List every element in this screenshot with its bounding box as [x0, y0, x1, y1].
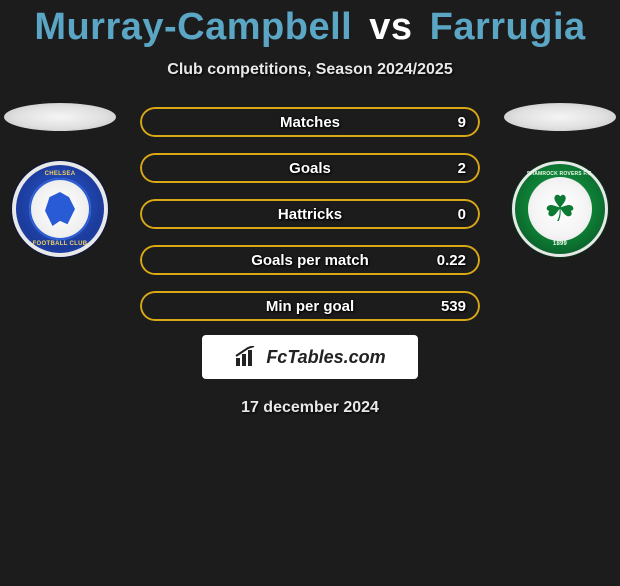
brand-text: FcTables.com [266, 347, 385, 368]
stat-value: 0.22 [437, 245, 466, 275]
stat-row: Hattricks0 [140, 199, 480, 229]
stat-value: 539 [441, 291, 466, 321]
player2-name: Farrugia [430, 6, 586, 48]
subtitle: Club competitions, Season 2024/2025 [0, 61, 620, 79]
club-text-bottom: 1899 [553, 241, 567, 247]
stat-value: 0 [458, 199, 466, 229]
player-right: SHAMROCK ROVERS F.C. 1899 [500, 107, 620, 257]
stat-row: Matches9 [140, 107, 480, 137]
club-badge-shamrock: SHAMROCK ROVERS F.C. 1899 [512, 161, 608, 257]
stat-row: Min per goal539 [140, 291, 480, 321]
stat-row: Goals2 [140, 153, 480, 183]
stat-label: Min per goal [140, 291, 480, 321]
player-left: CHELSEA FOOTBALL CLUB [0, 107, 120, 257]
stat-label: Goals per match [140, 245, 480, 275]
stat-value: 9 [458, 107, 466, 137]
stat-bars: Matches9Goals2Hattricks0Goals per match0… [140, 107, 480, 337]
club-badge-chelsea: CHELSEA FOOTBALL CLUB [12, 161, 108, 257]
club-text-top: SHAMROCK ROVERS F.C. [527, 171, 593, 177]
player-silhouette-right [504, 103, 616, 131]
stat-label: Matches [140, 107, 480, 137]
brand-chart-icon [234, 346, 260, 368]
stat-row: Goals per match0.22 [140, 245, 480, 275]
stat-label: Goals [140, 153, 480, 183]
player-silhouette-left [4, 103, 116, 131]
club-text-bottom: FOOTBALL CLUB [33, 241, 88, 247]
brand-box: FcTables.com [202, 335, 418, 379]
vs-text: vs [369, 6, 412, 48]
comparison-title: Murray-Campbell vs Farrugia [0, 6, 620, 49]
stat-label: Hattricks [140, 199, 480, 229]
stat-value: 2 [458, 153, 466, 183]
club-text-top: CHELSEA [45, 171, 76, 177]
player1-name: Murray-Campbell [34, 6, 352, 48]
comparison-content: CHELSEA FOOTBALL CLUB Matches9 Goals2 Hatt… [0, 107, 620, 317]
generated-date: 17 december 2024 [0, 399, 620, 417]
